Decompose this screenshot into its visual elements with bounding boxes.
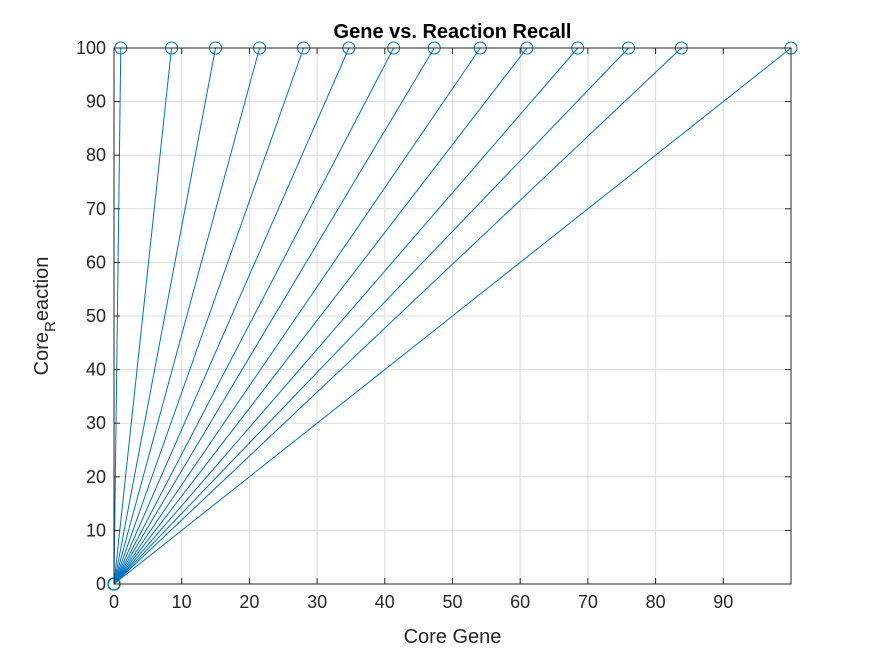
series-line bbox=[113, 47, 217, 585]
x-tick-label: 40 bbox=[375, 592, 395, 612]
x-tick-label: 60 bbox=[510, 592, 530, 612]
series-line bbox=[113, 47, 629, 585]
y-tick-label: 0 bbox=[96, 574, 106, 594]
x-tick-label: 0 bbox=[109, 592, 119, 612]
y-axis-label-main: Core bbox=[31, 332, 53, 375]
y-tick-label: 10 bbox=[86, 520, 106, 540]
y-axis-label-tail: eaction bbox=[31, 257, 53, 322]
series-line bbox=[113, 47, 261, 585]
tick-layer bbox=[113, 47, 791, 585]
y-tick-label: 40 bbox=[86, 360, 106, 380]
series-line bbox=[113, 47, 435, 585]
series-line bbox=[113, 47, 792, 585]
series-line bbox=[113, 47, 350, 585]
series-line bbox=[113, 47, 682, 585]
y-tick-label: 90 bbox=[86, 92, 106, 112]
y-axis-label: CoreReaction bbox=[31, 257, 59, 376]
y-tick-label: 60 bbox=[86, 252, 106, 272]
grid bbox=[114, 48, 791, 584]
y-axis-label-subscript: R bbox=[42, 321, 59, 332]
x-tick-label: 20 bbox=[239, 592, 259, 612]
y-tick-label: 50 bbox=[86, 306, 106, 326]
x-tick-label: 70 bbox=[578, 592, 598, 612]
series-line bbox=[113, 47, 173, 585]
y-tick-label: 30 bbox=[86, 413, 106, 433]
x-tick-label: 10 bbox=[172, 592, 192, 612]
series-line bbox=[113, 47, 528, 585]
x-tick-label: 80 bbox=[646, 592, 666, 612]
chart-title: Gene vs. Reaction Recall bbox=[334, 21, 572, 43]
tick-label-layer: 0 10 20 30 40 50 60 70 80 90 0 10 20 30 40 50 60 70 80 90 10… bbox=[76, 38, 733, 612]
y-tick-label: 80 bbox=[86, 145, 106, 165]
x-tick-label: 50 bbox=[442, 592, 462, 612]
y-tick-label: 70 bbox=[86, 199, 106, 219]
x-tick-label: 30 bbox=[307, 592, 327, 612]
series-line bbox=[113, 47, 395, 585]
x-axis-label: Core Gene bbox=[404, 626, 502, 648]
series-line bbox=[113, 47, 579, 585]
x-tick-label: 90 bbox=[713, 592, 733, 612]
y-tick-label: 100 bbox=[76, 38, 106, 58]
y-tick-label: 20 bbox=[86, 467, 106, 487]
series-line bbox=[113, 47, 481, 585]
series-line bbox=[113, 47, 305, 585]
